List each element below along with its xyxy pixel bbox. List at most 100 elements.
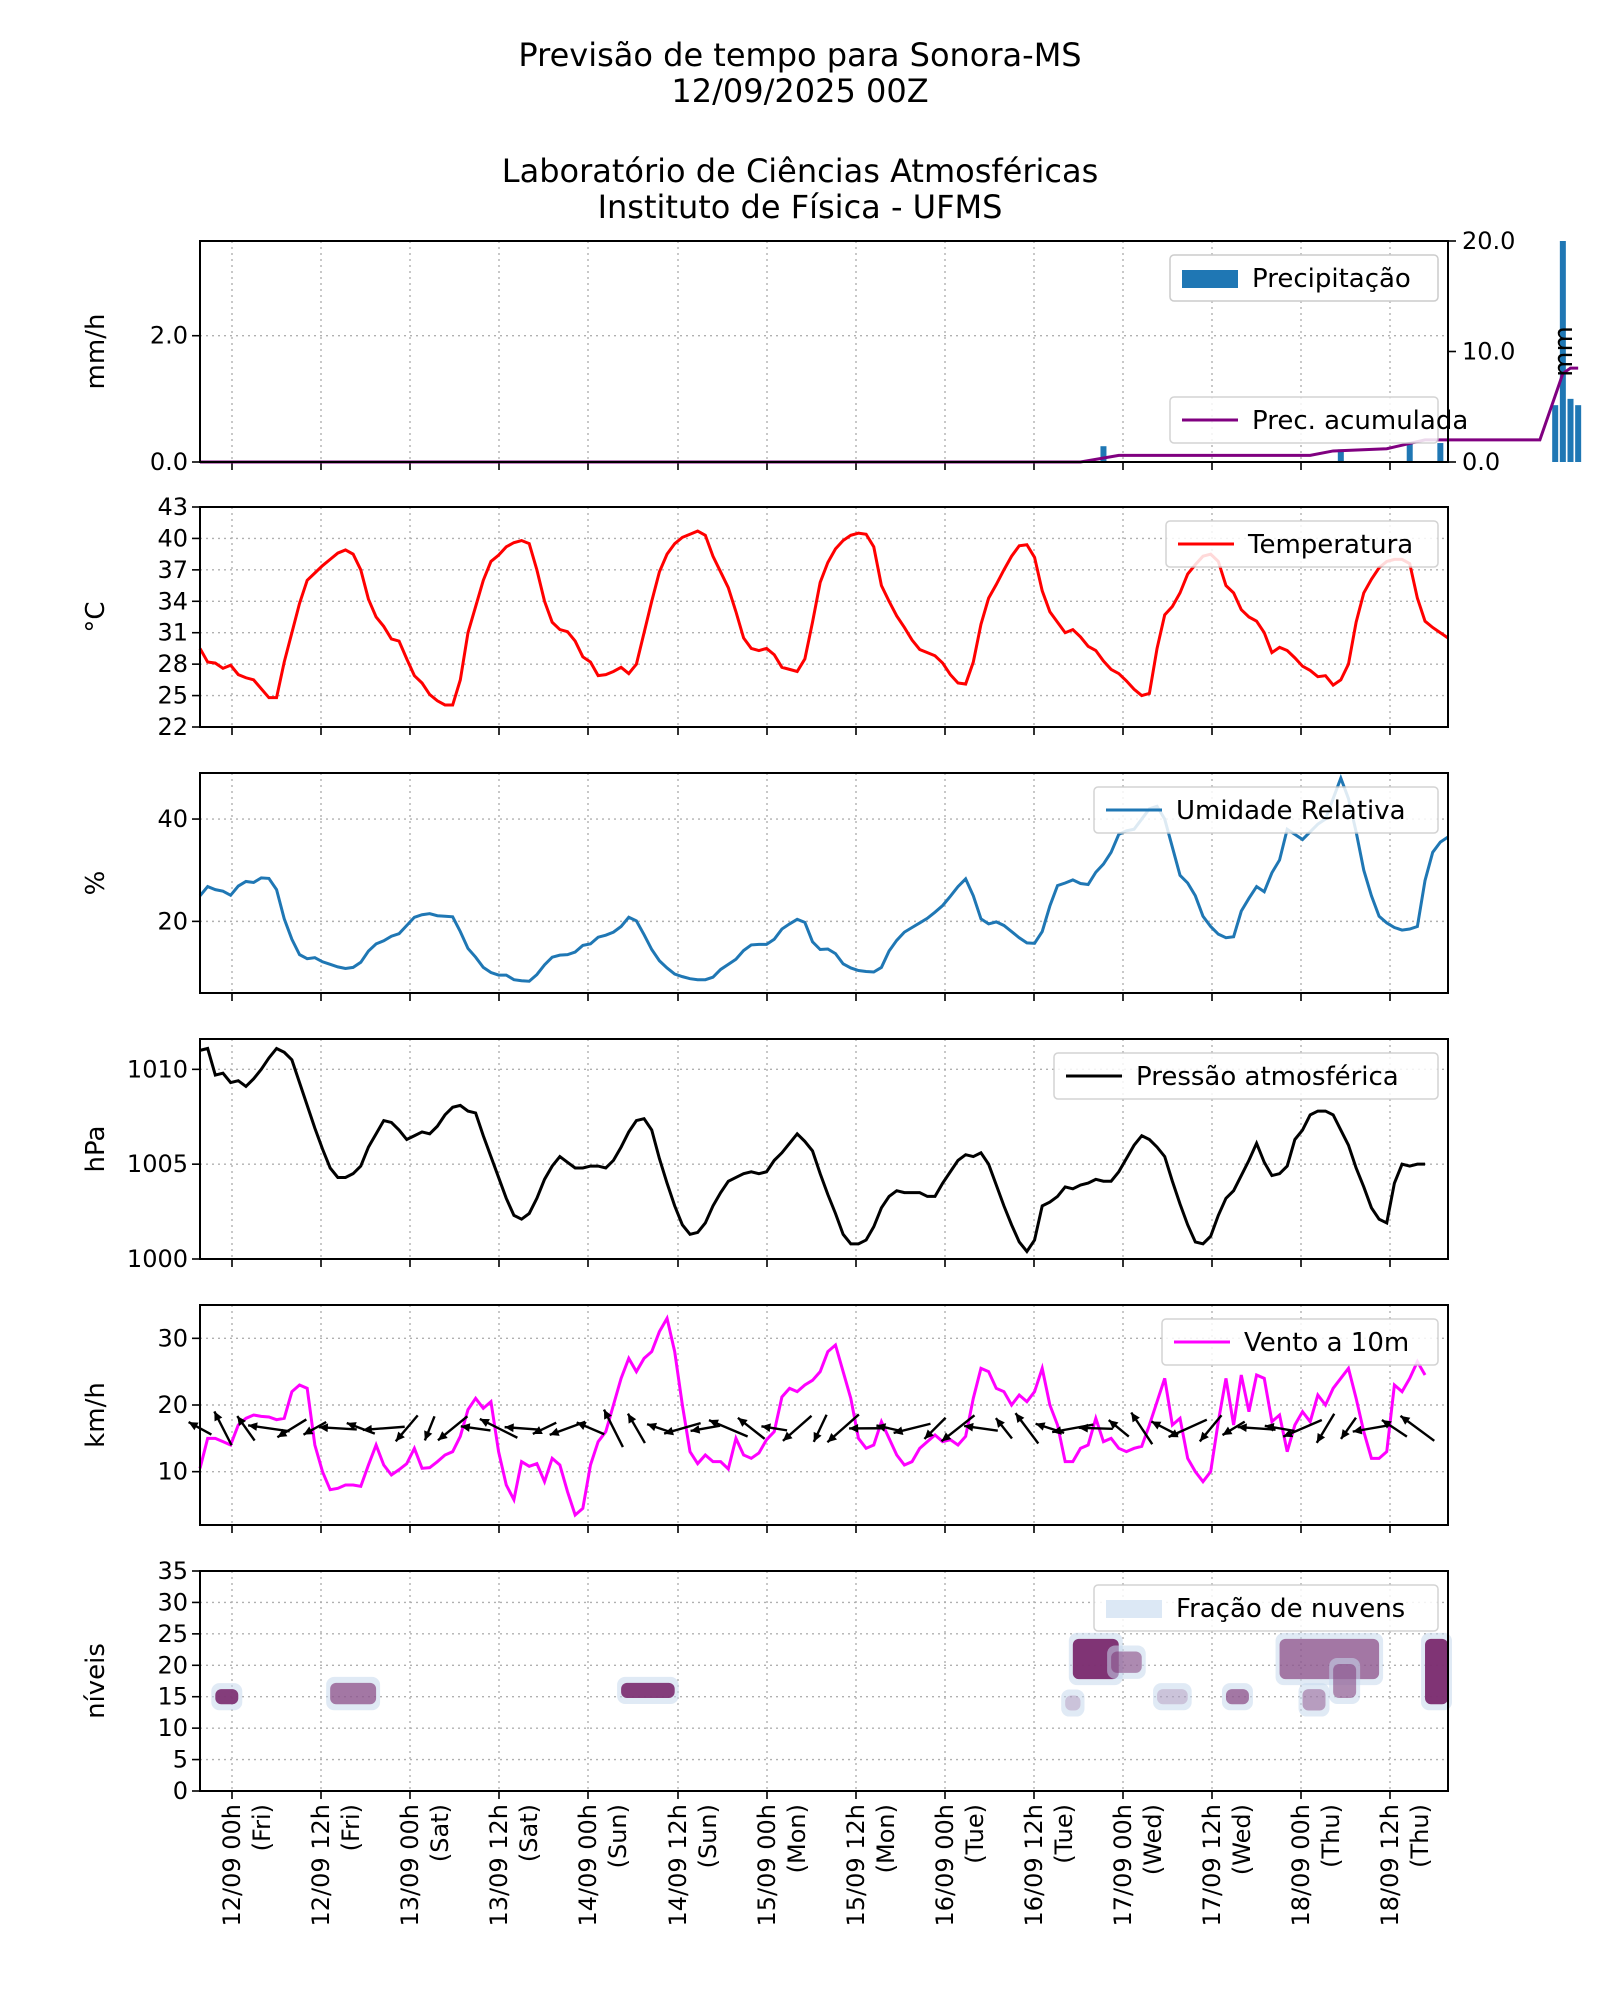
precip-bar: [1406, 443, 1413, 462]
y-tick-label: 2.0: [150, 322, 188, 350]
y-axis-label: km/h: [81, 1382, 111, 1448]
panel-frame: [199, 240, 1449, 463]
panel-frame: [199, 1304, 1449, 1526]
wind-arrow-head: [1078, 1423, 1088, 1433]
x-tick-label: 16/09 12h: [1020, 1804, 1048, 1927]
cloud-blob: [1065, 1695, 1081, 1711]
cloud-blob: [1302, 1689, 1326, 1711]
panel-wind: 10 20 30 km/h Vento a 10m: [81, 1304, 1449, 1533]
chart-panels: 0.0 2.0 mm/h 0.0 10.0 20.0 mm Precipitação Prec.…: [81, 227, 1582, 1805]
wind-arrow-head: [346, 1422, 357, 1431]
wind-arrow-head: [1052, 1426, 1062, 1435]
cloud-blob: [215, 1689, 239, 1705]
cloud-blob: [1111, 1651, 1142, 1673]
y-tick-label: 40: [157, 524, 188, 552]
wind-arrow-head: [1237, 1423, 1247, 1432]
wind-arrow-head: [1168, 1429, 1179, 1438]
y-tick-label: 1000: [127, 1245, 188, 1273]
accum-line: [200, 366, 1579, 464]
legend-pres: Pressão atmosférica: [1053, 1052, 1439, 1100]
wind-arrow-head: [395, 1431, 405, 1442]
wind-arrow-head: [827, 1432, 838, 1443]
y2-axis-label: mm: [1549, 326, 1579, 377]
x-tick-day: (Sat): [426, 1804, 454, 1862]
y-axis-label: hPa: [81, 1126, 111, 1173]
y-tick-label: 40: [157, 805, 188, 833]
wind-arrow-head: [1340, 1429, 1350, 1439]
x-tick-day: (Sun): [604, 1804, 632, 1868]
legend-wind: Vento a 10m: [1161, 1318, 1439, 1366]
legend-label: Precipitação: [1252, 264, 1411, 294]
wind-arrow-head: [603, 1409, 612, 1420]
title-line-2: 12/09/2025 00Z: [671, 72, 928, 110]
x-tick-day: (Thu): [1406, 1804, 1434, 1868]
precip-bar: [1567, 398, 1574, 462]
y-axis-label: níveis: [81, 1643, 111, 1719]
legend-swatch: [1106, 1600, 1162, 1618]
wind-arrow-head: [1316, 1432, 1326, 1443]
y-tick-label: 25: [157, 682, 188, 710]
wind-arrow-head: [690, 1425, 701, 1434]
title-line-1: Previsão de tempo para Sonora-MS: [518, 36, 1081, 74]
legend-swatch: [1182, 270, 1238, 288]
x-tick-label: 18/09 00h: [1287, 1804, 1315, 1927]
y-tick-label: 35: [157, 1557, 188, 1585]
y-tick-label: 25: [157, 1620, 188, 1648]
wind-arrow-head: [893, 1426, 904, 1435]
wind-arrow-head: [964, 1422, 974, 1432]
precip-bar: [1552, 405, 1559, 462]
cloud-blob: [1157, 1689, 1188, 1705]
wind-arrow-head: [849, 1424, 859, 1433]
x-tick-label: 12/09 00h: [218, 1804, 246, 1927]
wind-arrow-head: [303, 1426, 314, 1435]
cloud-blob: [1425, 1638, 1448, 1705]
wind-arrow-head: [876, 1423, 887, 1432]
precip-bar: [1437, 443, 1444, 462]
legend-box: [1093, 786, 1439, 834]
y-axis-label: °C: [81, 601, 111, 632]
legend-box: [1169, 396, 1439, 444]
pres-line: [199, 1046, 1426, 1254]
panel-frame: [199, 772, 1449, 994]
x-tick-label: 13/09 12h: [485, 1804, 513, 1927]
y-tick-label: 22: [157, 713, 188, 741]
y-tick-label: 1005: [127, 1150, 188, 1178]
temp-line: [198, 529, 1449, 707]
x-tick-label: 15/09 12h: [842, 1804, 870, 1927]
y-axis-label: %: [81, 871, 111, 896]
x-tick-day: (Mon): [783, 1804, 811, 1873]
y-tick-label: 31: [157, 619, 188, 647]
legend-cloud: Fração de nuvens: [1093, 1584, 1439, 1632]
x-tick-day: (Wed): [1139, 1804, 1167, 1875]
wind-arrow-head: [1381, 1420, 1392, 1429]
wind-arrow-head: [813, 1431, 822, 1442]
wind-arrow-head: [1400, 1415, 1411, 1425]
wind-arrow-head: [576, 1421, 587, 1430]
cloud-blob: [330, 1682, 377, 1705]
legend-label: Fração de nuvens: [1176, 1594, 1405, 1624]
wind-arrow-head: [460, 1423, 471, 1432]
wind-arrow-head: [1015, 1413, 1025, 1423]
y-tick-label: 0.0: [150, 448, 188, 476]
wind-arrow-head: [362, 1424, 373, 1434]
legend-label: Umidade Relativa: [1176, 796, 1406, 826]
x-tick-label: 12/09 12h: [307, 1804, 335, 1927]
precip-bar: [1559, 241, 1566, 462]
panel-cloud: 0 5 10 15 20 25 30 35 níveis Fração de nuvens: [81, 1557, 1452, 1805]
wind-arrow-head: [708, 1419, 719, 1428]
y-tick-label: 30: [157, 1588, 188, 1616]
x-tick-label: 16/09 00h: [931, 1804, 959, 1927]
wind-arrow-head: [1151, 1421, 1162, 1430]
wind-arrow-head: [664, 1426, 674, 1436]
precip-bar: [1337, 449, 1344, 462]
x-tick-day: (Thu): [1317, 1804, 1345, 1868]
wind-arrow-head: [941, 1432, 952, 1442]
y2-tick-label: 20.0: [1462, 227, 1515, 255]
wind-arrow-head: [437, 1431, 448, 1441]
x-tick-day: (Tue): [1050, 1804, 1078, 1864]
wind-arrow-head: [1352, 1425, 1363, 1435]
wind-arrow-head: [647, 1422, 658, 1432]
cloud-halo: [1153, 1683, 1192, 1711]
legend-accum: Prec. acumulada: [1169, 396, 1468, 444]
